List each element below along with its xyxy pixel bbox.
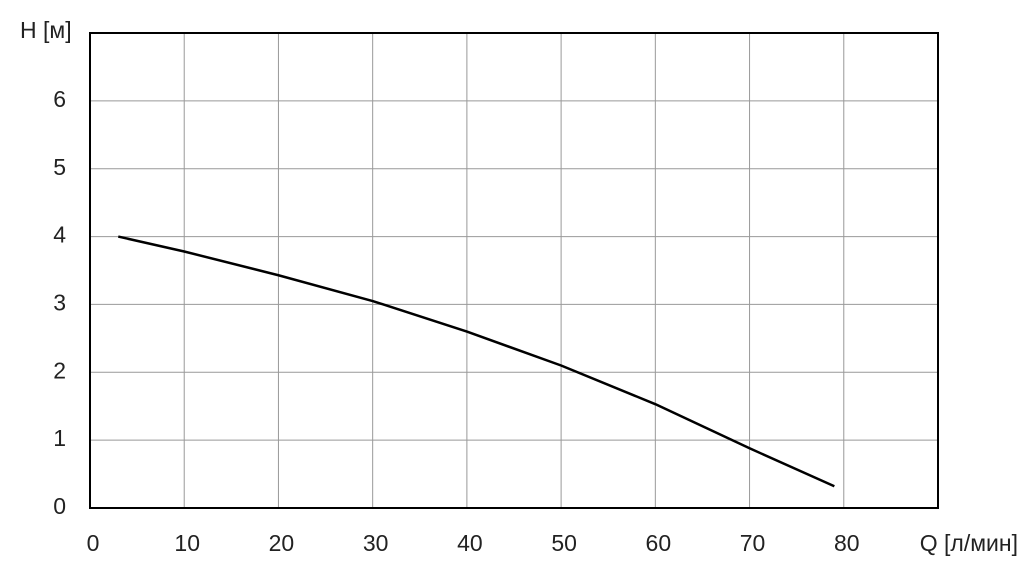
x-tick-label: 40	[457, 530, 483, 556]
x-tick-label: 50	[551, 530, 577, 556]
x-tick-label: 80	[834, 530, 860, 556]
x-tick-label: 30	[363, 530, 389, 556]
y-tick-label: 3	[53, 290, 66, 316]
y-tick-label: 5	[53, 154, 66, 180]
y-tick-label: 2	[53, 357, 66, 383]
y-tick-label: 4	[53, 222, 66, 248]
x-tick-label: 20	[269, 530, 295, 556]
curve	[117, 235, 835, 488]
x-axis-label: Q [л/мин]	[920, 530, 1018, 556]
y-tick-label: 1	[53, 425, 66, 451]
y-axis-label: H [м]	[20, 17, 72, 43]
x-tick-label: 60	[646, 530, 672, 556]
y-tick-label: 6	[53, 86, 66, 112]
x-tick-label: 10	[174, 530, 200, 556]
plot-frame	[89, 32, 939, 509]
y-tick-label: 0	[53, 493, 66, 519]
x-tick-label: 70	[740, 530, 766, 556]
x-tick-label: 0	[87, 530, 100, 556]
